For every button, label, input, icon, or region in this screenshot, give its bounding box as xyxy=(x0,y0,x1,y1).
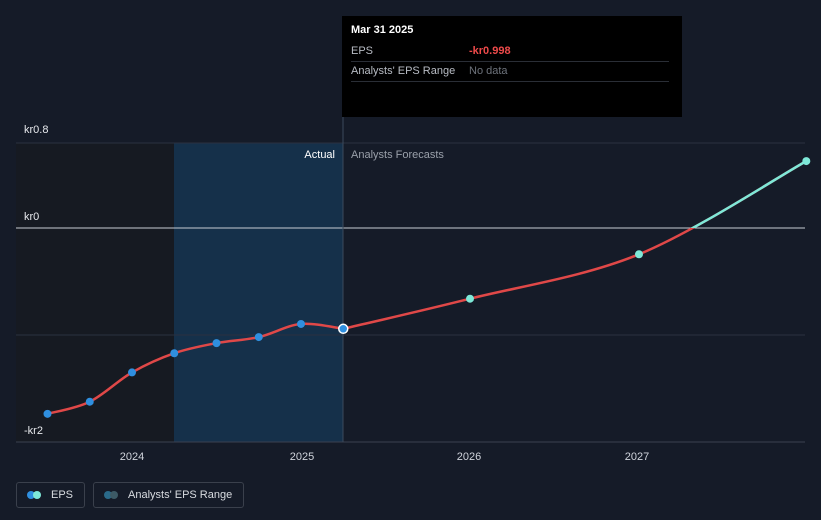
actual-region-label: Actual xyxy=(304,149,335,161)
legend-eps-label: EPS xyxy=(51,489,74,501)
eps-forecast-line xyxy=(343,160,807,331)
past-shade-region xyxy=(16,143,174,442)
tooltip-range-label: Analysts' EPS Range xyxy=(351,65,456,77)
y-label-bottom: -kr2 xyxy=(24,425,43,437)
x-tick-2026: 2026 xyxy=(457,451,481,463)
eps-point-actual[interactable] xyxy=(254,333,263,342)
eps-point-forecast[interactable] xyxy=(466,294,474,303)
y-label-zero: kr0 xyxy=(24,211,39,223)
eps-point-actual[interactable] xyxy=(297,319,305,328)
x-tick-2027: 2027 xyxy=(625,451,649,463)
eps-point-actual[interactable] xyxy=(128,368,136,377)
legend-item-eps[interactable]: EPS xyxy=(16,482,86,508)
legend-range-icon xyxy=(104,491,120,499)
legend-range-label: Analysts' EPS Range xyxy=(128,489,233,501)
eps-point-actual[interactable] xyxy=(85,397,94,406)
legend-eps-icon xyxy=(27,491,43,499)
tooltip-range-value: No data xyxy=(469,65,508,77)
eps-point-selected[interactable] xyxy=(338,323,349,335)
eps-point-actual[interactable] xyxy=(43,409,52,418)
actual-shade-region xyxy=(174,143,343,442)
forecast-region-label: Analysts Forecasts xyxy=(351,149,444,161)
tooltip-eps-label: EPS xyxy=(351,45,374,57)
legend: EPS Analysts' EPS Range xyxy=(16,482,245,508)
eps-forecast-positive-line xyxy=(690,160,807,228)
eps-point-actual[interactable] xyxy=(170,349,179,358)
x-tick-2025: 2025 xyxy=(290,451,314,463)
tooltip-row-eps: EPS -kr0.998 xyxy=(351,42,669,62)
legend-item-eps-range[interactable]: Analysts' EPS Range xyxy=(93,482,245,508)
y-label-top: kr0.8 xyxy=(24,124,48,136)
eps-point-actual[interactable] xyxy=(212,339,221,348)
tooltip-eps-value: -kr0.998 xyxy=(469,45,511,57)
tooltip-date: Mar 31 2025 xyxy=(351,24,414,36)
eps-points xyxy=(43,157,811,418)
eps-tooltip: Mar 31 2025 EPS -kr0.998 Analysts' EPS R… xyxy=(342,16,682,117)
eps-point-forecast[interactable] xyxy=(802,157,811,166)
eps-point-forecast[interactable] xyxy=(635,250,643,259)
x-tick-2024: 2024 xyxy=(120,451,144,463)
tooltip-row-range: Analysts' EPS Range No data xyxy=(351,62,669,82)
